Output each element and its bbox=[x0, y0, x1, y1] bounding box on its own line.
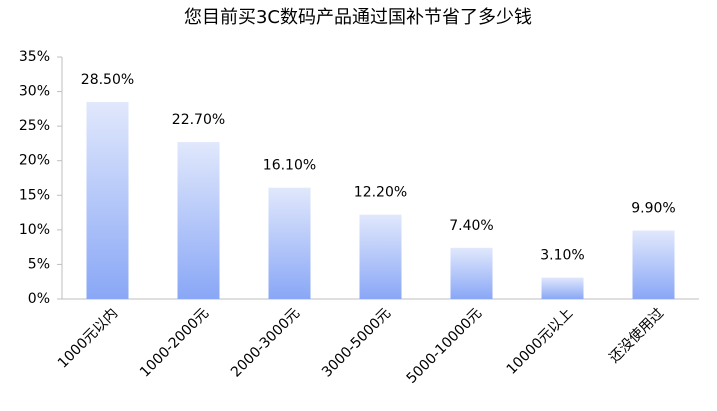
value-label: 3.10% bbox=[540, 248, 584, 264]
y-tick-label: 30% bbox=[19, 84, 50, 100]
value-label: 22.70% bbox=[172, 112, 225, 128]
y-tick-label: 20% bbox=[19, 153, 50, 169]
value-label: 28.50% bbox=[81, 72, 134, 88]
x-tick-label: 1000-2000元 bbox=[137, 305, 212, 380]
bar bbox=[632, 230, 675, 299]
y-tick-label: 5% bbox=[28, 256, 50, 272]
y-tick-label: 0% bbox=[28, 291, 50, 307]
chart-title: 您目前买3C数码产品通过国补节省了多少钱 bbox=[184, 7, 532, 28]
value-label: 12.20% bbox=[354, 185, 407, 201]
value-label: 7.40% bbox=[449, 218, 493, 234]
bar bbox=[450, 247, 493, 299]
value-label: 9.90% bbox=[631, 201, 675, 217]
bar bbox=[177, 142, 220, 299]
value-label: 16.10% bbox=[263, 158, 316, 174]
y-tick-label: 35% bbox=[19, 49, 50, 65]
x-tick-label: 2000-3000元 bbox=[228, 305, 303, 380]
bar bbox=[541, 277, 584, 299]
x-tick-label: 1000元以内 bbox=[55, 305, 121, 371]
y-tick-label: 25% bbox=[19, 118, 50, 134]
y-tick-label: 15% bbox=[19, 187, 50, 203]
bar bbox=[86, 101, 129, 299]
bar bbox=[268, 187, 311, 299]
x-tick-label: 5000-10000元 bbox=[404, 305, 485, 386]
x-tick-label: 3000-5000元 bbox=[319, 305, 394, 380]
x-tick-label: 还没使用过 bbox=[606, 305, 668, 367]
bar bbox=[359, 214, 402, 299]
x-tick-label: 10000元以上 bbox=[504, 305, 577, 378]
y-tick-label: 10% bbox=[19, 222, 50, 238]
